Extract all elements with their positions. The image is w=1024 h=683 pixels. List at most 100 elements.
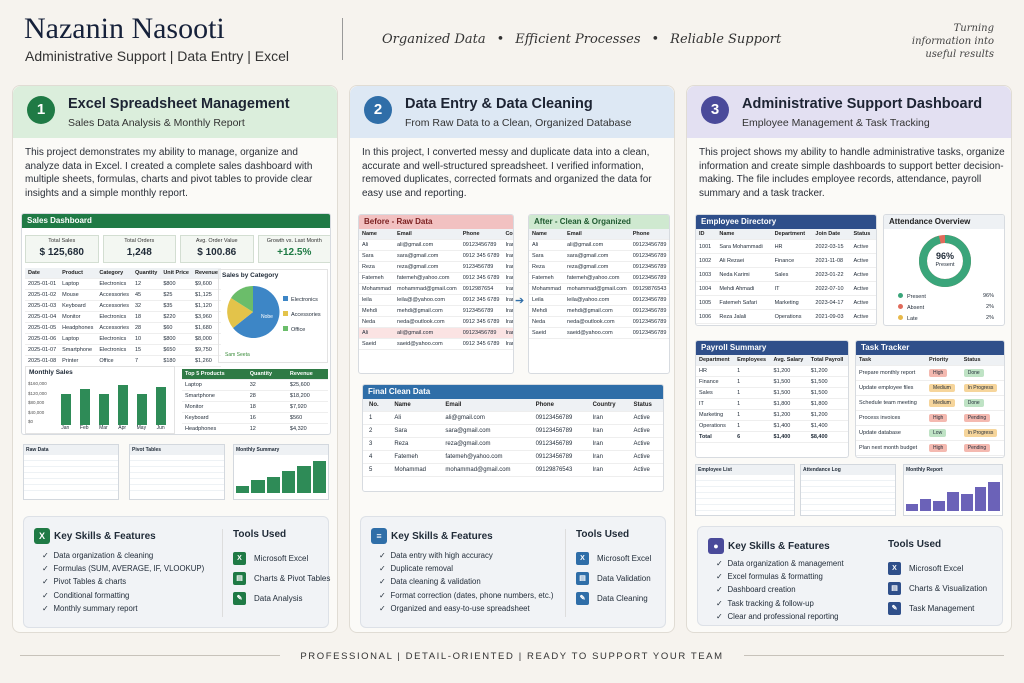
table-cell: 2021-09-03: [812, 309, 851, 324]
table-cell: 2025-01-01: [25, 278, 60, 290]
table-cell: Active: [850, 267, 876, 282]
table-cell: leila@yahoo.com: [564, 294, 630, 306]
table-cell: sara@gmail.com: [564, 250, 630, 262]
task-cell: Pending: [960, 440, 1004, 456]
y-tick: $0: [28, 419, 34, 424]
project-1-header: 1 Excel Spreadsheet Management Sales Dat…: [13, 86, 337, 138]
column-header: Phone: [529, 399, 587, 412]
priority-badge: High: [929, 414, 948, 422]
employee-row: 1002 Ali Rezaei Finance 2021-11-08 Active: [696, 253, 876, 268]
column-header: Top 5 Products: [182, 369, 247, 380]
table-cell: $7,920: [286, 401, 328, 413]
table-cell: $220: [160, 311, 192, 323]
legend-value: 96%: [982, 293, 994, 299]
table-cell: $9,750: [192, 344, 221, 356]
pie-slice-accessories: [227, 298, 253, 328]
payroll-summary: Payroll Summary Department Employees Avg. …: [695, 340, 849, 458]
table-cell: mehdi@gmail.com: [564, 305, 630, 317]
skill-item: Data organization & cleaning: [42, 549, 204, 562]
tool-item: X Microsoft Excel: [576, 548, 674, 568]
priority-badge: High: [929, 444, 948, 452]
skill-item: Excel formulas & formatting: [716, 570, 844, 583]
table-cell: 0912987654: [459, 283, 503, 295]
table-cell: $1,400: [770, 431, 808, 443]
table-cell: Electronics: [96, 311, 132, 323]
pie-slice-electronics: [233, 285, 280, 338]
table-cell: Mehdi: [529, 305, 565, 317]
table-cell: 09123456789: [529, 450, 587, 464]
mini-employee-list: Employee List: [695, 464, 795, 516]
final-row: 4 Fatemeh fatemeh@yahoo.com 09123456789 Iran…: [363, 450, 663, 464]
tag-sep: •: [496, 32, 505, 47]
tool-item: X Microsoft Excel: [233, 548, 332, 568]
task-cell: High: [926, 365, 961, 381]
table-cell: Saeid: [359, 338, 395, 350]
skills-list: Data organization & cleaningFormulas (SU…: [42, 549, 205, 615]
sales-row: 2025-01-06 Laptop Electronics 10 $800 $8,000: [25, 333, 221, 345]
column-header: Quantity: [246, 369, 287, 380]
table-cell: $1,400: [770, 420, 808, 432]
table-cell: Finance: [696, 376, 735, 388]
raw-row: Mehdi mehdi@gmail.com 9123456789 Iran: [359, 305, 513, 317]
tool-label: Data Cleaning: [597, 593, 648, 603]
table-cell: 09123456789: [629, 261, 669, 273]
payroll-row: Operations 1 $1,400 $1,400: [696, 420, 848, 432]
skills-list: Data organization & managementExcel form…: [716, 557, 844, 623]
table-cell: Electronics: [96, 333, 132, 345]
table-cell: 0912 345 6789: [459, 294, 503, 306]
table-cell: 2022-03-15: [812, 239, 851, 254]
tool-item: X Microsoft Excel: [888, 558, 998, 578]
table-cell: 2022-07-10: [812, 281, 851, 296]
raw-row: Sara sara@gmail.com 0912 345 6789 Iran: [359, 250, 513, 262]
table-cell: 3: [363, 437, 389, 451]
sales-row: 2025-01-05 Headphones Accessories 28 $60 $1,6…: [25, 322, 221, 334]
top-product-row: Headphones 12 $4,320: [182, 423, 328, 434]
task-row: Prepare monthly report High Done: [856, 365, 1004, 381]
column-header: Status: [850, 229, 876, 240]
table-cell: 2023-01-22: [812, 267, 851, 282]
raw-row: Reza reza@gmail.com 9123456789 Iran: [359, 261, 513, 273]
table-cell: 09123456789: [529, 437, 587, 451]
skill-item: Organized and easy-to-use spreadsheet: [379, 602, 554, 615]
column-header: Country: [502, 229, 513, 240]
task-tracker-title: Task Tracker: [856, 341, 1004, 355]
table-cell: Reza: [388, 437, 440, 451]
table-cell: Neda Karimi: [716, 267, 772, 282]
task-cell: Medium: [926, 380, 961, 396]
tool-icon: ✎: [576, 591, 589, 605]
table-cell: 09129876543: [629, 283, 669, 295]
monthly-bar: [60, 394, 71, 425]
table-cell: $60: [160, 322, 192, 334]
task-cell: In Progress: [960, 380, 1004, 396]
table-cell: Mehdi: [359, 305, 395, 317]
tool-icon: ✎: [888, 601, 901, 615]
table-cell: Laptop: [59, 333, 97, 345]
table-cell: fatemeh@yahoo.com: [564, 272, 630, 284]
table-cell: Mohammad: [359, 283, 395, 295]
table-cell: $1,200: [770, 409, 808, 421]
table-cell: 1: [734, 409, 771, 421]
table-cell: 09123456789: [629, 327, 669, 339]
tool-item: ▤ Charts & Visualization: [888, 578, 998, 598]
status-badge: In Progress: [963, 429, 998, 437]
tool-item: ▤ Data Validation: [576, 568, 674, 588]
sales-table: Date Product Category Quantity Unit Price Rev…: [25, 268, 221, 367]
column-header: Name: [388, 399, 440, 412]
table-cell: Reza: [529, 261, 565, 273]
table-cell: Ali: [388, 411, 440, 425]
table-cell: Ali: [359, 327, 395, 339]
tool-item: ✎ Data Analysis: [233, 588, 332, 608]
table-cell: Active: [627, 437, 663, 451]
mini-attendance-grid: [801, 475, 895, 513]
table-cell: Keyboard: [182, 412, 247, 424]
table-cell: Operations: [771, 309, 813, 324]
column-header: Email: [564, 229, 630, 240]
status-badge: Pending: [963, 414, 991, 422]
column-header: Unit Price: [160, 268, 192, 279]
task-name: Plan next month budget: [856, 440, 927, 456]
table-cell: Active: [627, 424, 663, 438]
tool-label: Microsoft Excel: [909, 563, 964, 573]
column-header: Task: [856, 355, 927, 366]
kpi-value: $ 100.86: [197, 247, 237, 258]
